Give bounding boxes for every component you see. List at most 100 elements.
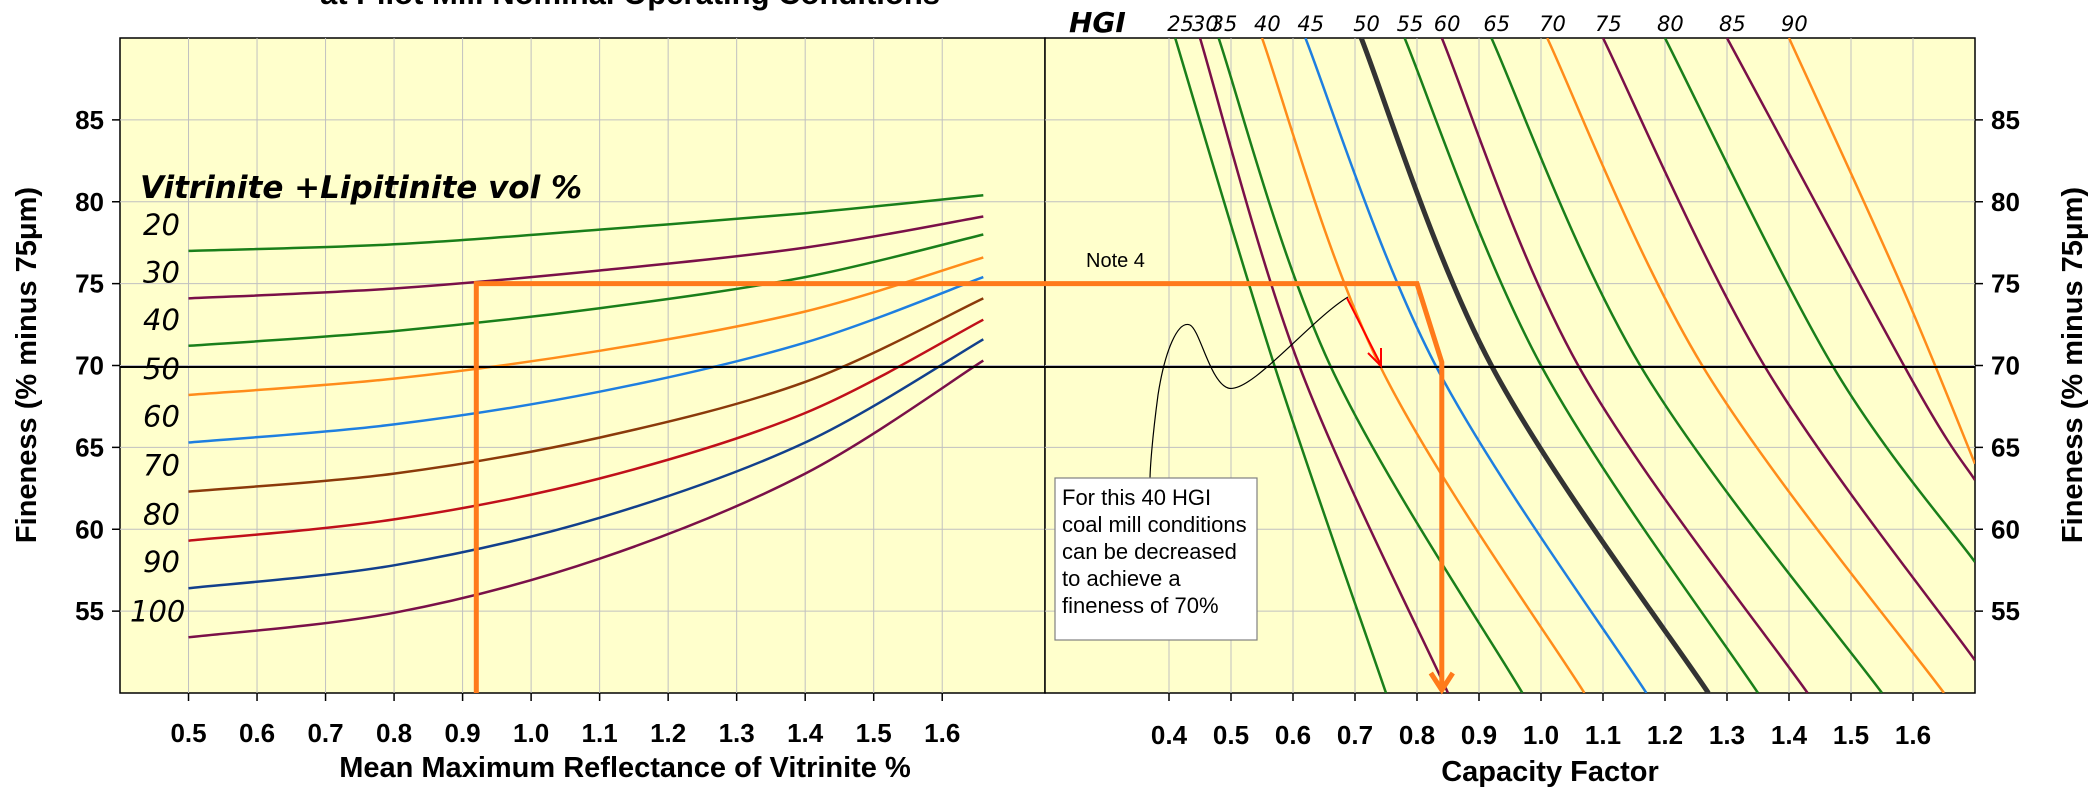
vl-label-70: 70 <box>143 449 180 483</box>
right-y-tick-label: 55 <box>1991 596 2020 626</box>
right-y-tick-label: 80 <box>1991 187 2020 217</box>
note-4-annotation: Note 4 <box>1086 250 1382 481</box>
vl-curve-20 <box>188 193 984 253</box>
annotation-box-frame <box>1054 477 1258 641</box>
right-x-tick-label: 1.2 <box>1647 720 1683 750</box>
hgi-curve-80 <box>1663 38 1975 563</box>
note-4-label: Note 4 <box>1086 250 1145 272</box>
note-4-arrow-shaft <box>1346 297 1381 364</box>
right-x-tick-label: 1.0 <box>1523 720 1559 750</box>
right-x-tick-label: 0.6 <box>1275 720 1311 750</box>
hgi-curve-30 <box>1198 38 1450 693</box>
hgi-curve-25 <box>1174 38 1388 693</box>
vitrinite-lipitinite-labels: 20 30 40 50 60 70 80 90 100 <box>130 208 185 628</box>
hgi-curve-55 <box>1403 38 1760 693</box>
left-y-ticks: 55 60 65 70 75 80 85 <box>75 105 120 626</box>
annotation-box-line: coal mill conditions <box>1062 512 1247 537</box>
hgi-label-55: 55 <box>1397 12 1424 36</box>
right-y-ticks: 55 60 65 70 75 80 85 <box>1975 105 2020 626</box>
right-x-tick-label: 1.4 <box>1771 720 1808 750</box>
right-y-tick-label: 70 <box>1991 351 2020 381</box>
right-y-tick-label: 75 <box>1991 269 2020 299</box>
right-y-tick-label: 85 <box>1991 105 2020 135</box>
left-x-tick-label: 0.8 <box>376 718 412 748</box>
vl-label-20: 20 <box>143 208 180 242</box>
hgi-curve-45 <box>1304 38 1648 693</box>
hgi-label-45: 45 <box>1297 12 1324 36</box>
right-x-ticks: 0.4 0.5 0.6 0.7 0.8 0.9 1.0 1.1 1.2 1.3 1.4 1.5 1.6 <box>1151 693 1931 750</box>
right-x-axis-label: Capacity Factor <box>1441 756 1659 788</box>
left-x-tick-label: 0.6 <box>239 718 275 748</box>
left-y-tick-label: 60 <box>75 514 104 544</box>
vl-curve-40 <box>188 233 984 348</box>
right-x-tick-label: 1.6 <box>1895 720 1931 750</box>
annotation-box-line: can be decreased <box>1062 539 1237 564</box>
right-x-tick-label: 0.4 <box>1151 720 1188 750</box>
right-x-tick-label: 1.3 <box>1709 720 1745 750</box>
left-curves <box>188 193 984 639</box>
left-x-tick-label: 1.2 <box>650 718 686 748</box>
left-y-tick-label: 70 <box>75 351 104 381</box>
hgi-label-65: 65 <box>1483 12 1510 36</box>
vl-label-50: 50 <box>143 352 180 386</box>
hgi-curve-85 <box>1725 38 1975 481</box>
hgi-curve-60 <box>1440 38 1809 693</box>
left-y-tick-label: 75 <box>75 269 104 299</box>
right-y-axis-label: Fineness (% minus 75μm) <box>2057 187 2089 543</box>
annotation-box-line: For this 40 HGI <box>1062 485 1211 510</box>
left-gridlines <box>120 38 1045 693</box>
left-x-tick-label: 1.3 <box>719 718 755 748</box>
hgi-label-85: 85 <box>1719 12 1746 36</box>
hgi-label-80: 80 <box>1657 12 1684 36</box>
left-x-tick-label: 0.9 <box>445 718 481 748</box>
hgi-label-50: 50 <box>1353 12 1380 36</box>
vl-label-60: 60 <box>143 399 180 433</box>
left-plot <box>119 37 1046 694</box>
right-x-tick-label: 0.9 <box>1461 720 1497 750</box>
vl-curve-80 <box>188 318 984 542</box>
hgi-curve-70 <box>1546 38 1946 693</box>
left-x-axis-label: Mean Maximum Reflectance of Vitrinite % <box>339 752 911 784</box>
left-x-tick-label: 1.0 <box>513 718 549 748</box>
left-y-tick-label: 80 <box>75 187 104 217</box>
annotation-box-line: to achieve a <box>1062 566 1181 591</box>
right-y-tick-label: 65 <box>1991 432 2020 462</box>
vl-curve-70 <box>188 297 984 493</box>
note-4-arrow-head <box>1367 348 1382 369</box>
right-y-tick-label: 60 <box>1991 514 2020 544</box>
left-x-tick-label: 1.5 <box>856 718 892 748</box>
vl-label-80: 80 <box>143 498 180 532</box>
right-x-tick-label: 0.8 <box>1399 720 1435 750</box>
left-x-tick-label: 1.6 <box>924 718 960 748</box>
right-x-tick-label: 0.5 <box>1213 720 1249 750</box>
hgi-title: HGI <box>1069 6 1126 39</box>
hgi-label-30: 30 <box>1192 12 1219 36</box>
right-x-tick-label: 0.7 <box>1337 720 1373 750</box>
left-y-tick-label: 65 <box>75 432 104 462</box>
example-path-line <box>473 281 1445 693</box>
hgi-label-60: 60 <box>1434 12 1461 36</box>
hgi-curve-75 <box>1601 38 1975 662</box>
chart-title: at Pilot Mill Nominal Operating Conditio… <box>320 0 940 11</box>
hgi-curve-35 <box>1217 38 1524 693</box>
right-x-tick-label: 1.1 <box>1585 720 1621 750</box>
left-x-tick-label: 1.1 <box>582 718 618 748</box>
vitrinite-lipitinite-title: Vitrinite +Lipitinite vol % <box>140 170 582 206</box>
annotation-box-line: fineness of 70% <box>1062 593 1219 618</box>
note-4-leader-line <box>1149 296 1349 481</box>
hgi-label-70: 70 <box>1539 12 1566 36</box>
vl-label-90: 90 <box>143 545 180 579</box>
example-path <box>473 281 1455 695</box>
hgi-label-75: 75 <box>1595 12 1622 36</box>
hgi-label-35: 35 <box>1211 12 1238 36</box>
hgi-curve-90 <box>1787 38 1975 465</box>
left-x-ticks: 0.5 0.6 0.7 0.8 0.9 1.0 1.1 1.2 1.3 1.4 1.5 1.6 <box>170 693 960 748</box>
left-y-tick-label: 85 <box>75 105 104 135</box>
hgi-curve-50 <box>1358 38 1711 693</box>
vl-label-40: 40 <box>143 303 180 337</box>
vl-curve-50 <box>188 256 984 397</box>
hgi-label-25: 25 <box>1167 12 1194 36</box>
